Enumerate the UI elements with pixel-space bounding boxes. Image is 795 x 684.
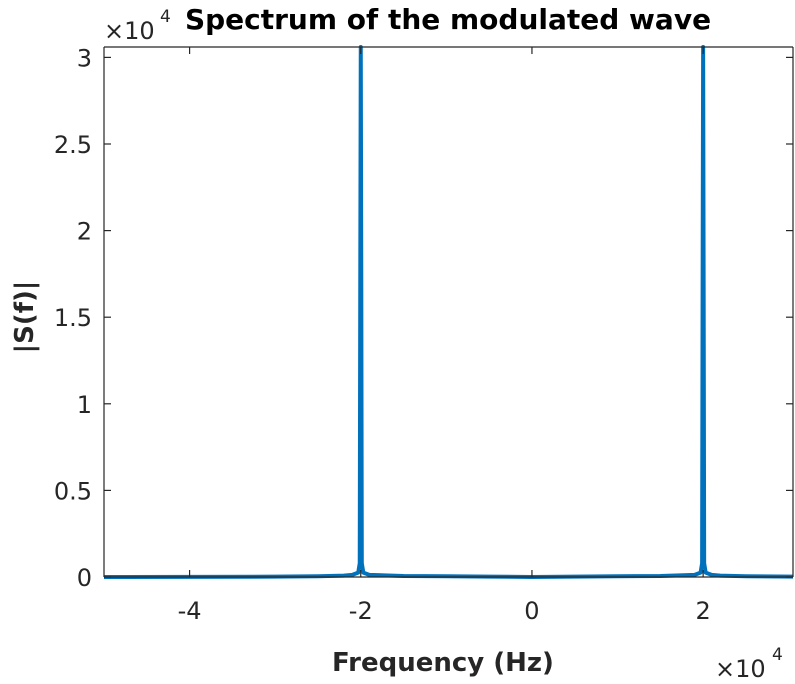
x-exponent-power: 4 [772,645,783,665]
x-axis-label: Frequency (Hz) [332,648,554,678]
y-tick-label-2: 1 [77,391,92,419]
x-exponent-base: ×10 [715,655,766,683]
x-tick-label-1: -2 [349,597,373,625]
y-tick-label-4: 2 [77,218,92,246]
chart-title: Spectrum of the modulated wave [185,3,711,36]
y-tick-label-0: 0 [77,564,92,592]
plot-area [104,47,793,577]
x-tick-label-2: 0 [524,597,539,625]
plot-background [104,47,793,577]
y-exponent-base: ×10 [104,17,155,45]
y-tick-label-6: 3 [77,44,92,72]
y-tick-label-1: 0.5 [54,477,92,505]
y-tick-label-3: 1.5 [54,304,92,332]
x-tick-label-0: -4 [178,597,202,625]
x-tick-label-3: 2 [695,597,710,625]
y-tick-label-5: 2.5 [54,131,92,159]
y-exponent-power: 4 [160,7,171,27]
y-axis-label: |S(f)| [10,281,40,354]
labels-layer: Spectrum of the modulated wave Frequency… [10,3,783,683]
axes-layer: -4 -2 0 2 0 0.5 1 1.5 2 2.5 3 [54,44,794,625]
